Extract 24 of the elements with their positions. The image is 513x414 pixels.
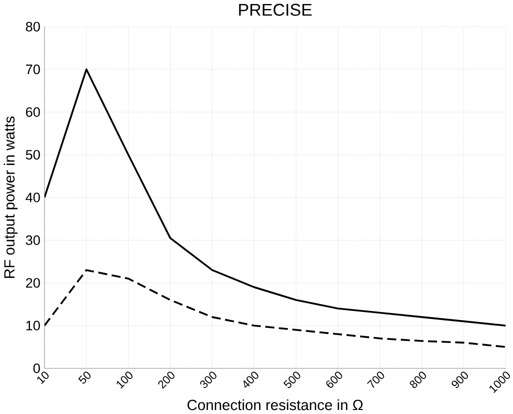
y-axis-title: RF output power in watts xyxy=(4,116,18,278)
y-tick-label: 40 xyxy=(26,192,40,202)
x-tick-label: 900 xyxy=(452,372,468,388)
x-tick-label: 800 xyxy=(410,372,426,388)
x-tick-label: 600 xyxy=(326,372,342,388)
x-axis-title: Connection resistance in Ω xyxy=(188,399,363,410)
x-tick-label: 500 xyxy=(283,372,300,388)
y-tick-label: 80 xyxy=(26,22,40,32)
x-tick-label: 10 xyxy=(37,372,49,384)
chart-title: PRECISE xyxy=(239,4,312,16)
x-tick-label: 100 xyxy=(116,372,133,389)
y-tick-label: 70 xyxy=(26,64,40,74)
x-tick-label: 700 xyxy=(367,372,384,388)
y-tick-label: 60 xyxy=(26,107,40,117)
x-tick-label: 400 xyxy=(244,372,258,388)
y-tick-label: 30 xyxy=(26,235,40,245)
x-tick-label: 50 xyxy=(78,372,91,384)
line-series xyxy=(44,68,506,327)
y-tick-label: 20 xyxy=(26,278,40,288)
y-tick-label: 0 xyxy=(33,363,40,374)
y-tick-label: 10 xyxy=(26,320,40,330)
x-tick-label: 300 xyxy=(200,372,216,388)
x-tick-label: 200 xyxy=(158,372,174,389)
y-tick-label: 50 xyxy=(26,150,40,160)
